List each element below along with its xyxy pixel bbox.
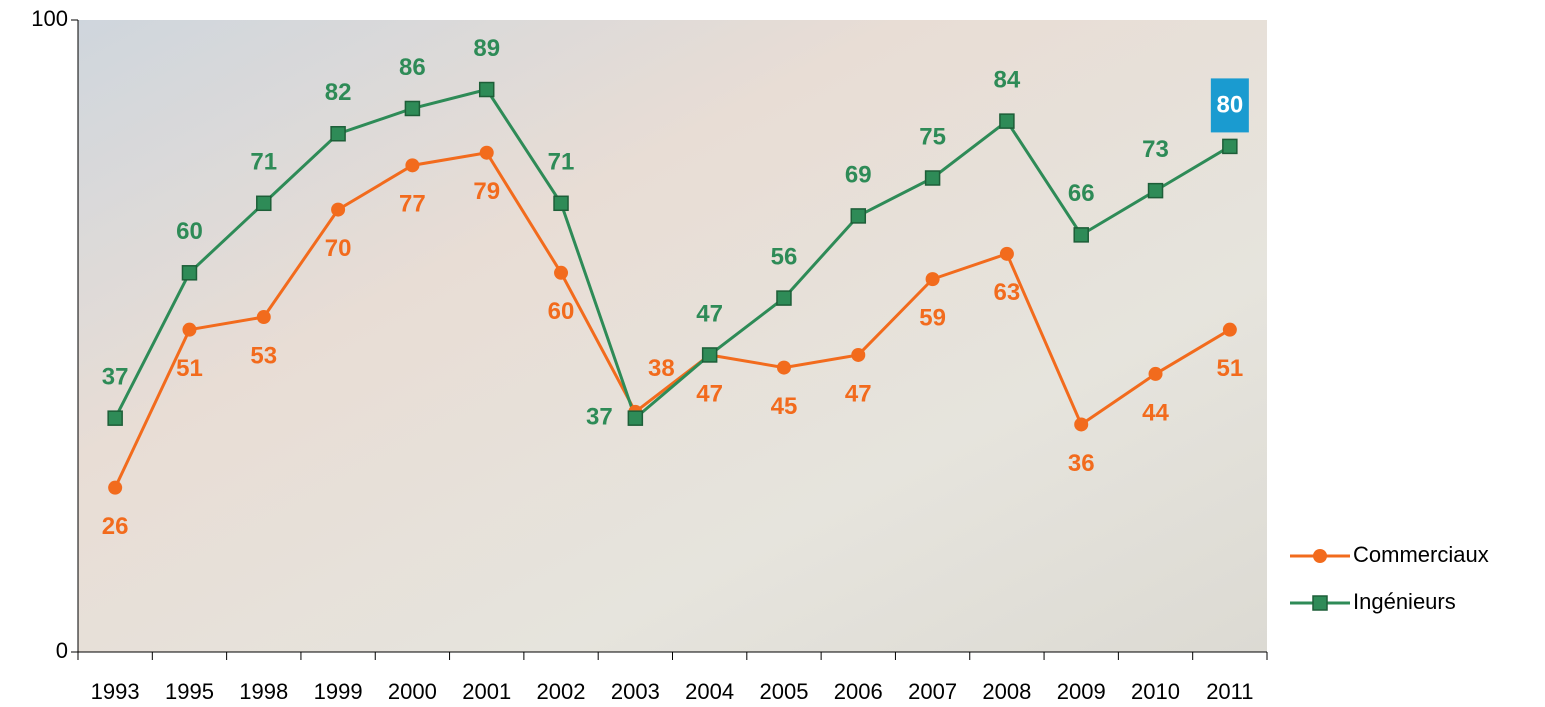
data-label: 63 — [994, 279, 1021, 306]
point — [628, 411, 642, 425]
point — [851, 209, 865, 223]
data-label: 44 — [1142, 399, 1169, 426]
point — [1074, 417, 1088, 431]
point — [1223, 139, 1237, 153]
point — [777, 291, 791, 305]
chart: 0 100 1993 1995 1998 1999 2000 2001 2002 2003 2004… — [0, 0, 1545, 707]
point — [1074, 228, 1088, 242]
point — [480, 83, 494, 97]
point — [108, 481, 122, 495]
x-tick-label: 1998 — [239, 679, 288, 704]
point — [554, 266, 568, 280]
legend-marker — [1313, 549, 1327, 563]
data-label: 47 — [696, 380, 723, 407]
x-tick-label: 2000 — [388, 679, 437, 704]
point — [108, 411, 122, 425]
x-tick-label: 1993 — [91, 679, 140, 704]
data-label: 38 — [648, 355, 675, 382]
data-label: 69 — [845, 161, 872, 188]
data-label: 89 — [473, 35, 500, 62]
data-label: 47 — [845, 380, 872, 407]
data-label: 71 — [548, 149, 575, 176]
point — [1000, 114, 1014, 128]
data-label: 71 — [250, 149, 277, 176]
x-tick-label: 2004 — [685, 679, 734, 704]
point — [851, 348, 865, 362]
data-label: 37 — [102, 364, 129, 391]
x-tick-label: 2010 — [1131, 679, 1180, 704]
point — [182, 266, 196, 280]
data-label: 36 — [1068, 450, 1095, 477]
y-tick-label: 0 — [56, 638, 68, 663]
x-tick-label: 2002 — [537, 679, 586, 704]
point — [331, 203, 345, 217]
point — [182, 323, 196, 337]
x-tick-label: 2008 — [982, 679, 1031, 704]
background-photo — [78, 20, 1267, 652]
x-tick-label: 2009 — [1057, 679, 1106, 704]
legend-label: Ingénieurs — [1353, 589, 1456, 614]
y-tick-label: 100 — [31, 6, 68, 31]
point — [554, 196, 568, 210]
x-tick-label: 2005 — [759, 679, 808, 704]
x-tick-label: 1999 — [314, 679, 363, 704]
point — [777, 361, 791, 375]
point — [926, 171, 940, 185]
point — [1149, 184, 1163, 198]
data-label: 84 — [994, 66, 1021, 93]
data-label: 51 — [176, 355, 203, 382]
data-label: 59 — [919, 304, 946, 331]
data-label: 70 — [325, 235, 352, 262]
data-label: 56 — [771, 243, 798, 270]
legend-marker — [1313, 596, 1327, 610]
point — [703, 348, 717, 362]
data-label: 47 — [696, 300, 723, 327]
point — [1000, 247, 1014, 261]
data-label: 60 — [176, 218, 203, 245]
x-tick-label: 2001 — [462, 679, 511, 704]
x-tick-label: 1995 — [165, 679, 214, 704]
data-label: 86 — [399, 54, 426, 81]
data-label: 75 — [919, 123, 946, 150]
data-label: 45 — [771, 393, 798, 420]
data-label: 66 — [1068, 180, 1095, 207]
point — [1223, 323, 1237, 337]
data-label: 82 — [325, 79, 352, 106]
data-label: 80 — [1216, 92, 1243, 119]
data-label: 73 — [1142, 136, 1169, 163]
legend-label: Commerciaux — [1353, 542, 1489, 567]
data-label: 79 — [473, 178, 500, 205]
x-tick-label: 2006 — [834, 679, 883, 704]
point — [331, 127, 345, 141]
point — [405, 101, 419, 115]
data-label: 51 — [1216, 355, 1243, 382]
point — [257, 196, 271, 210]
x-tick-label: 2011 — [1206, 679, 1253, 704]
point — [1149, 367, 1163, 381]
data-label: 26 — [102, 513, 129, 540]
data-label: 37 — [586, 404, 613, 431]
point — [926, 272, 940, 286]
data-label: 77 — [399, 191, 426, 218]
data-label: 53 — [250, 342, 277, 369]
point — [257, 310, 271, 324]
point — [480, 146, 494, 160]
data-label: 60 — [548, 298, 575, 325]
point — [405, 158, 419, 172]
x-tick-label: 2007 — [908, 679, 957, 704]
x-tick-label: 2003 — [611, 679, 660, 704]
